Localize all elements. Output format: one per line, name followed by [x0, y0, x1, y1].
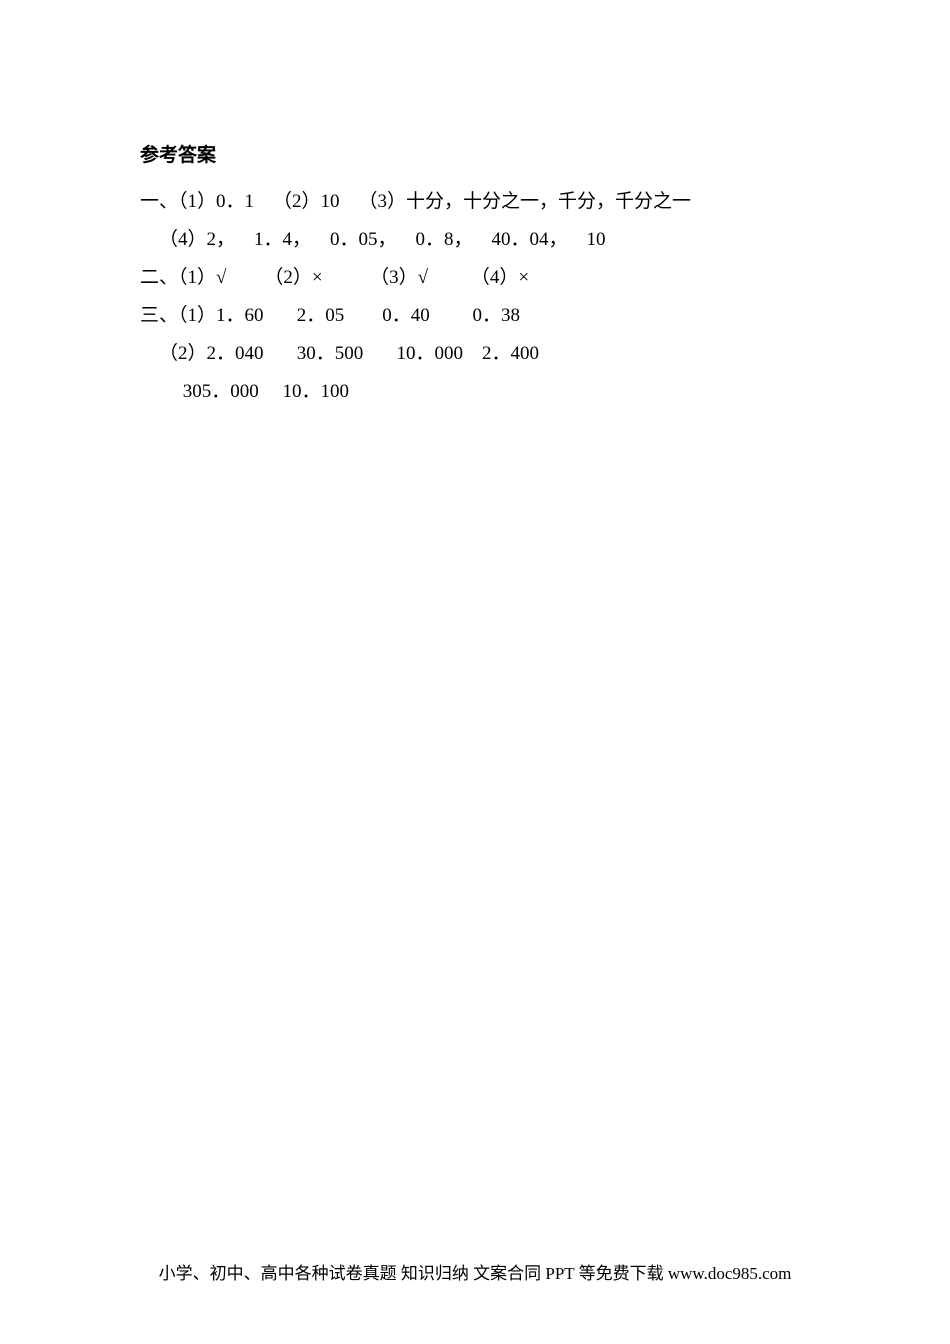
answer-line-1: 一、（1）0．1 （2）10 （3）十分，十分之一，千分，千分之一	[140, 183, 810, 221]
answer-line-5: （2）2．040 30．500 10．000 2．400	[140, 335, 810, 373]
answer-line-2: （4）2， 1．4， 0．05， 0．8， 40．04， 10	[140, 221, 810, 259]
answer-line-4: 三、（1）1．60 2．05 0．40 0．38	[140, 297, 810, 335]
answer-line-3: 二、（1）√ （2）× （3）√ （4）×	[140, 259, 810, 297]
answer-line-6: 305．000 10．100	[140, 373, 810, 411]
page-footer: 小学、初中、高中各种试卷真题 知识归纳 文案合同 PPT 等免费下载 www.d…	[0, 1259, 950, 1284]
answer-content: 参考答案 一、（1）0．1 （2）10 （3）十分，十分之一，千分，千分之一 （…	[0, 0, 950, 411]
section-title: 参考答案	[140, 140, 810, 167]
